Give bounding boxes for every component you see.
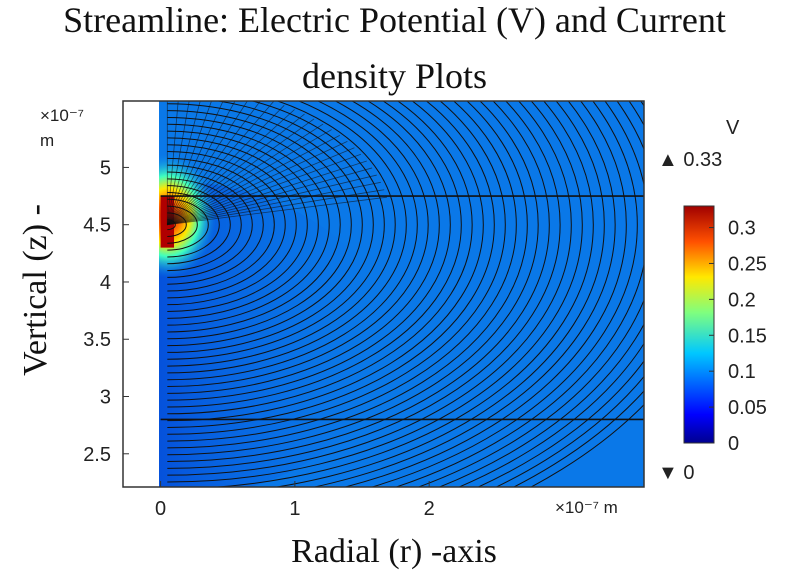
streamline xyxy=(167,101,517,442)
streamline xyxy=(166,101,179,225)
plot-frame xyxy=(122,100,645,488)
colorbar-gradient xyxy=(683,205,715,444)
streamline xyxy=(166,101,190,225)
streamline xyxy=(167,101,550,463)
y-unit-label: ×10⁻⁷ xyxy=(40,106,84,125)
streamline xyxy=(311,101,616,487)
streamline xyxy=(167,101,418,381)
streamline xyxy=(167,153,362,226)
streamline xyxy=(167,101,473,415)
axis-symmetry-strip xyxy=(123,101,159,487)
streamline xyxy=(167,144,297,306)
colorbar-tick-label: 0.25 xyxy=(728,253,767,275)
streamline xyxy=(167,174,377,226)
x-tick-label: 2 xyxy=(424,498,435,520)
streamline xyxy=(167,113,305,226)
colorbar-min-label: ▼ 0 xyxy=(658,462,694,484)
colorbar-tick-label: 0 xyxy=(728,433,739,455)
streamline xyxy=(167,185,231,265)
streamline xyxy=(167,171,253,278)
streamline xyxy=(166,101,212,225)
streamline xyxy=(167,109,295,225)
streamline xyxy=(167,141,348,226)
streamline xyxy=(167,101,495,428)
colorbar-ticks: 0.3 0.25 0.2 0.15 0.1 0.05 0 xyxy=(709,218,767,455)
streamline xyxy=(167,123,324,226)
y-axis-title: Vertical (z) - xyxy=(17,204,54,376)
streamline xyxy=(167,103,363,347)
streamline xyxy=(167,178,242,272)
streamline xyxy=(167,101,396,367)
x-axis-title: Radial (r) -axis xyxy=(291,533,497,570)
y-tick-label: 3 xyxy=(100,387,111,409)
streamline xyxy=(167,101,506,435)
streamline xyxy=(167,101,451,401)
x-tick-label: 1 xyxy=(289,498,300,520)
streamline xyxy=(167,196,387,226)
streamline xyxy=(167,129,332,226)
streamline xyxy=(166,101,201,225)
colorbar-tick-label: 0.05 xyxy=(728,397,767,419)
streamline xyxy=(167,151,286,299)
streamline xyxy=(208,101,594,487)
streamline xyxy=(167,101,572,476)
streamline xyxy=(369,101,638,487)
colorbar-max-label: ▲ 0.33 xyxy=(658,149,722,171)
streamline xyxy=(167,118,315,226)
streamline xyxy=(167,137,308,313)
colorbar-tick-label: 0.3 xyxy=(728,218,756,240)
streamline xyxy=(167,101,539,456)
y-tick-label: 3.5 xyxy=(83,329,111,351)
streamline xyxy=(167,110,352,340)
chart-title-line-2: density Plots xyxy=(301,56,488,96)
streamline xyxy=(167,116,341,333)
streamline xyxy=(167,101,561,469)
y-unit-m-label: m xyxy=(40,131,54,150)
streamline xyxy=(167,101,385,360)
streamline xyxy=(167,101,462,408)
colorbar-tick-label: 0.2 xyxy=(728,289,756,311)
streamline xyxy=(167,101,374,353)
colorbar-unit-label: V xyxy=(726,117,740,139)
y-tick-label: 5 xyxy=(100,157,111,179)
streamline xyxy=(167,130,319,319)
x-axis-ticks: 0 1 2 xyxy=(155,481,435,520)
colorbar-tick-label: 0.15 xyxy=(728,325,767,347)
streamline xyxy=(167,101,440,394)
domain-boundary-lines xyxy=(160,195,644,421)
streamline xyxy=(167,160,367,226)
streamline xyxy=(167,105,285,225)
x-tick-label: 0 xyxy=(155,498,166,520)
streamline xyxy=(167,101,528,449)
colorbar-tick-label: 0.1 xyxy=(728,361,756,383)
streamline xyxy=(167,101,484,422)
chart-title-line-1: Streamline: Electric Potential (V) and C… xyxy=(63,0,726,40)
y-tick-label: 4.5 xyxy=(83,215,111,237)
streamline xyxy=(167,157,275,292)
streamline xyxy=(166,101,224,225)
plot-area xyxy=(123,101,644,487)
y-tick-label: 2.5 xyxy=(83,444,111,466)
streamline xyxy=(167,164,264,285)
x-unit-label: ×10⁻⁷ m xyxy=(555,498,618,517)
streamline xyxy=(167,135,340,226)
streamline xyxy=(166,101,236,225)
streamline xyxy=(166,101,248,225)
streamline xyxy=(167,123,330,326)
y-axis-ticks: 5 4.5 4 3.5 3 2.5 xyxy=(83,157,129,466)
y-tick-label: 4 xyxy=(100,272,111,294)
streamline xyxy=(167,101,429,388)
streamline xyxy=(167,147,355,226)
streamline xyxy=(167,101,407,374)
colorbar: V ▲ 0.33 0.3 0.25 0.2 0.15 0.1 0.05 0 ▼ 0 xyxy=(658,117,767,484)
streamline xyxy=(167,181,381,226)
streamline xyxy=(167,101,274,225)
streamline xyxy=(166,101,261,225)
